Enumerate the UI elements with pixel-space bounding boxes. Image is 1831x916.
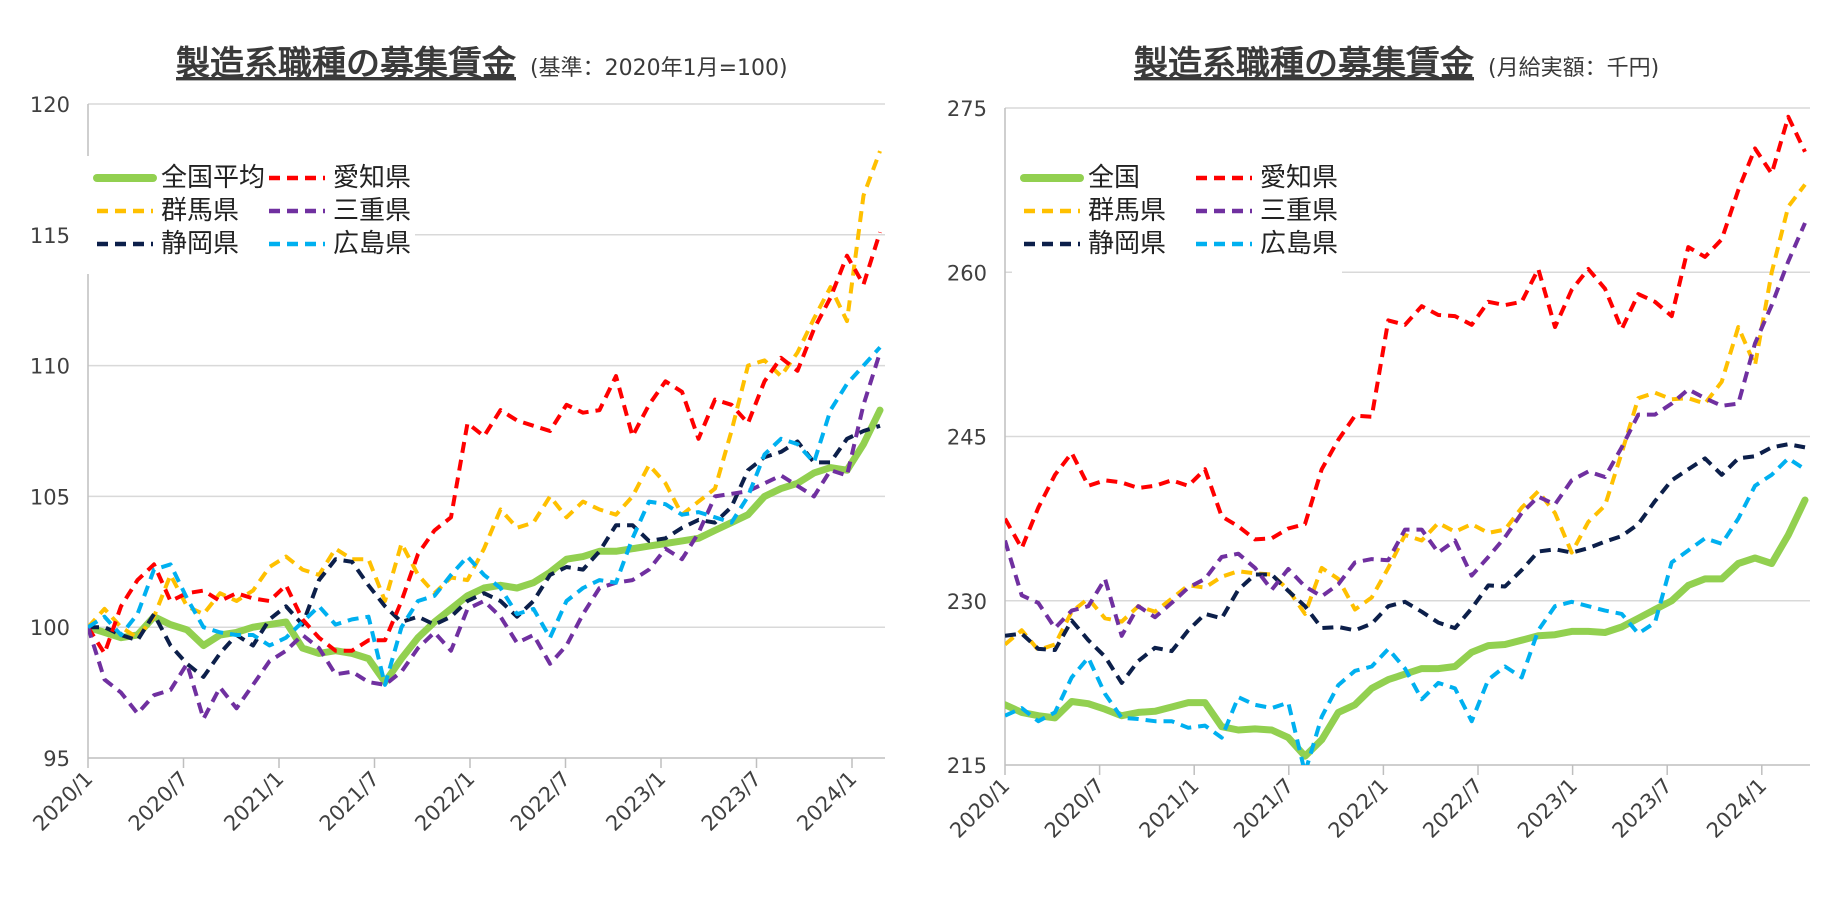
chart-right: 製造系職種の募集賃金 (月給実額：千円) 215 230 245 260 275 2020… bbox=[945, 44, 1810, 843]
series-line-2 bbox=[1005, 442, 1806, 685]
y-tick-label: 260 bbox=[947, 261, 987, 285]
chart-left: 製造系職種の募集賃金 (基準：2020年1月=100) 95 100 105 110 1… bbox=[28, 44, 885, 836]
x-tick-label: 2021/7 bbox=[315, 767, 384, 836]
x-tick-label: 2022/1 bbox=[410, 767, 479, 836]
series-line-4 bbox=[1005, 222, 1807, 638]
y-tick-label: 100 bbox=[30, 616, 70, 640]
y-tick-label: 120 bbox=[30, 93, 70, 117]
x-tick-label: 2020/1 bbox=[945, 774, 1014, 843]
x-tick-label: 2020/7 bbox=[124, 767, 193, 836]
x-tick-label: 2022/7 bbox=[506, 767, 575, 836]
series-line-5 bbox=[88, 345, 882, 687]
x-tick-label: 2022/1 bbox=[1324, 774, 1393, 843]
legend-label: 静岡県 bbox=[1088, 229, 1166, 259]
x-tick-label: 2023/1 bbox=[1513, 774, 1582, 843]
legend-label: 愛知県 bbox=[333, 163, 411, 193]
y-tick-label: 110 bbox=[30, 355, 70, 379]
legend-label: 全国 bbox=[1088, 163, 1140, 193]
series-line-1 bbox=[88, 150, 882, 640]
series-line-4 bbox=[88, 351, 882, 721]
legend-label: 三重県 bbox=[1260, 196, 1338, 226]
series-line-2 bbox=[88, 423, 881, 679]
y-tick-label: 95 bbox=[43, 747, 70, 771]
y-tick-label: 105 bbox=[30, 485, 70, 509]
legend-label: 群馬県 bbox=[1088, 196, 1166, 226]
series-line-0 bbox=[88, 406, 884, 686]
legend-label: 愛知県 bbox=[1260, 163, 1338, 193]
legend-label: 三重県 bbox=[333, 196, 411, 226]
series-line-3 bbox=[1005, 114, 1807, 551]
series-line-0 bbox=[1005, 496, 1809, 760]
chart-right-subtitle: (月給実額：千円) bbox=[1488, 56, 1659, 81]
x-tick-label: 2023/1 bbox=[601, 767, 670, 836]
legend-label: 全国平均 bbox=[161, 163, 265, 193]
x-tick-label: 2023/7 bbox=[1608, 774, 1677, 843]
x-tick-label: 2020/1 bbox=[28, 767, 97, 836]
y-tick-label: 245 bbox=[947, 426, 987, 450]
x-tick-label: 2022/7 bbox=[1418, 774, 1487, 843]
chart-left-title: 製造系職種の募集賃金 bbox=[176, 44, 517, 84]
legend-label: 静岡県 bbox=[161, 229, 239, 259]
legend-label: 広島県 bbox=[1260, 229, 1338, 259]
x-tick-label: 2023/7 bbox=[697, 767, 766, 836]
x-tick-label: 2020/7 bbox=[1040, 774, 1109, 843]
y-tick-label: 115 bbox=[30, 224, 70, 248]
y-tick-label: 215 bbox=[947, 754, 987, 778]
legend-label: 群馬県 bbox=[161, 196, 239, 226]
x-tick-label: 2024/1 bbox=[1702, 774, 1771, 843]
chart-left-subtitle: (基準：2020年1月=100) bbox=[530, 56, 788, 81]
x-tick-label: 2024/1 bbox=[792, 767, 861, 836]
x-tick-label: 2021/1 bbox=[219, 767, 288, 836]
x-tick-label: 2021/1 bbox=[1135, 774, 1204, 843]
legend-label: 広島県 bbox=[333, 229, 411, 259]
series-line-5 bbox=[1005, 456, 1807, 765]
x-tick-label: 2021/7 bbox=[1229, 774, 1298, 843]
y-tick-label: 230 bbox=[947, 590, 987, 614]
y-tick-label: 275 bbox=[947, 97, 987, 121]
chart-right-title: 製造系職種の募集賃金 bbox=[1134, 44, 1475, 84]
